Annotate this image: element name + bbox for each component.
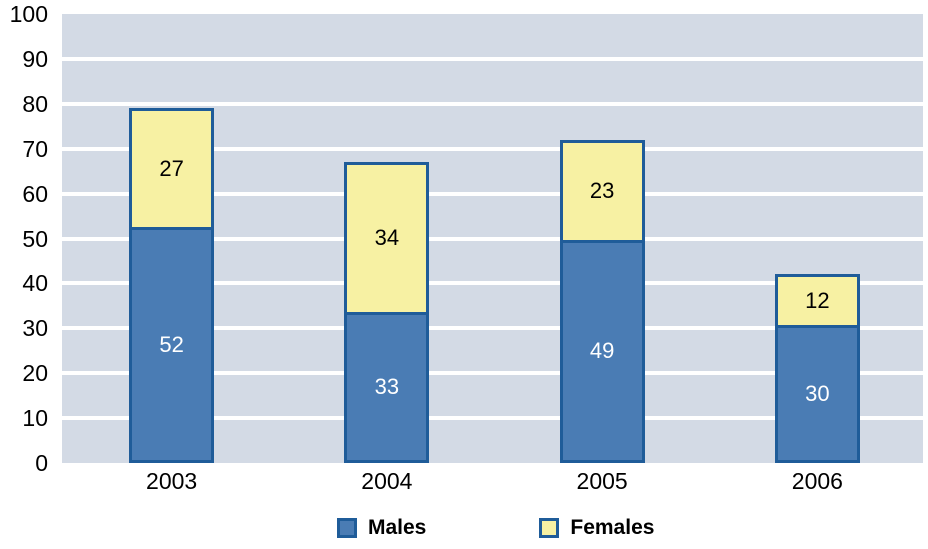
legend-label-females: Females <box>570 516 655 539</box>
y-tick-label-40: 40 <box>22 270 48 297</box>
bar-segment-males-2003: 52 <box>129 229 215 463</box>
y-tick-label-10: 10 <box>22 405 48 432</box>
bar-value-label-females-2004: 34 <box>374 225 400 251</box>
bar-segment-males-2006: 30 <box>774 328 860 463</box>
gridline-90 <box>62 56 923 61</box>
y-tick-label-80: 80 <box>22 90 48 117</box>
bar-value-label-females-2005: 23 <box>589 178 615 204</box>
gridline-60 <box>62 191 923 196</box>
bar-segment-males-2004: 33 <box>344 314 430 463</box>
females-swatch-icon <box>539 518 560 538</box>
bar-segment-females-2004: 34 <box>344 162 430 315</box>
y-tick-label-30: 30 <box>22 315 48 342</box>
bar-segment-females-2003: 27 <box>129 108 215 230</box>
x-tick-label-2005: 2005 <box>576 468 628 494</box>
y-tick-label-70: 70 <box>22 135 48 162</box>
bar-segment-males-2005: 49 <box>559 242 645 463</box>
legend-label-males: Males <box>368 516 427 539</box>
y-tick-label-90: 90 <box>22 45 48 72</box>
gridline-50 <box>62 236 923 241</box>
bar-value-label-males-2004: 33 <box>374 374 400 400</box>
legend: Males Females <box>337 516 654 540</box>
x-tick-label-2004: 2004 <box>361 468 413 494</box>
y-tick-label-0: 0 <box>35 450 48 476</box>
y-tick-label-100: 100 <box>9 1 48 27</box>
gridline-80 <box>62 101 923 106</box>
bar-value-label-females-2003: 27 <box>159 155 184 181</box>
bar-segment-females-2006: 12 <box>774 274 860 329</box>
gridline-10 <box>62 416 923 421</box>
x-tick-label-2006: 2006 <box>791 468 843 494</box>
y-tick-label-60: 60 <box>22 180 48 207</box>
bar-value-label-males-2005: 49 <box>589 338 615 364</box>
legend-item-females: Females <box>539 516 654 540</box>
bar-value-label-females-2006: 12 <box>805 288 830 314</box>
males-swatch-icon <box>337 518 357 538</box>
gridline-30 <box>62 326 923 331</box>
bar-value-label-males-2006: 30 <box>805 381 830 407</box>
x-tick-label-2003: 2003 <box>146 468 198 494</box>
y-tick-label-50: 50 <box>22 225 48 252</box>
bar-segment-females-2005: 23 <box>559 139 645 243</box>
y-tick-label-20: 20 <box>22 360 48 387</box>
plot-area: 52 27 33 34 49 23 30 12 <box>62 14 923 463</box>
legend-item-males: Males <box>337 516 426 540</box>
bar-value-label-males-2003: 52 <box>159 331 184 357</box>
gridline-70 <box>62 146 923 151</box>
gridline-20 <box>62 371 923 376</box>
gridline-40 <box>62 281 923 286</box>
